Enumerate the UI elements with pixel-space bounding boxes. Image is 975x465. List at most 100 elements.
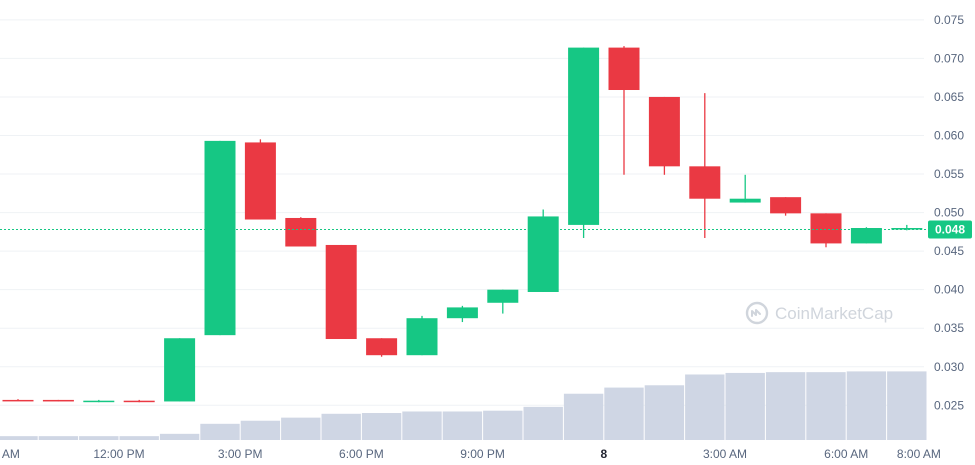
candle-body — [810, 213, 842, 244]
candle — [568, 47, 600, 239]
volume-bar — [765, 372, 806, 440]
candle-body — [42, 399, 74, 402]
y-tick-label: 0.025 — [934, 398, 964, 412]
y-tick-label: 0.075 — [934, 13, 964, 27]
y-tick-label: 0.060 — [934, 128, 964, 142]
coinmarketcap-logo-icon — [745, 301, 769, 325]
volume-bar — [119, 436, 159, 440]
candle-body — [689, 166, 721, 199]
current-price-label: 0.048 — [935, 223, 965, 237]
volume-bar — [685, 374, 725, 440]
candle — [123, 399, 155, 403]
candle — [891, 224, 923, 231]
candle-body — [164, 338, 196, 402]
candle — [83, 399, 115, 403]
candle-body — [204, 140, 236, 336]
candle-body — [648, 96, 680, 167]
volume-bar — [159, 433, 200, 440]
candle-body — [83, 400, 115, 403]
candle — [689, 93, 721, 239]
candle-body — [487, 289, 519, 303]
candle — [487, 289, 519, 314]
candle — [164, 338, 196, 402]
volume-bar — [321, 413, 361, 440]
current-price-tag-bg — [928, 220, 972, 239]
candle-body — [527, 216, 559, 292]
candle — [770, 197, 802, 216]
candle — [204, 140, 236, 336]
volume-bar — [79, 436, 119, 440]
x-tick-label: 6:00 AM — [824, 447, 868, 461]
candle-body — [891, 228, 923, 230]
x-tick-label: 3:00 AM — [703, 447, 747, 461]
x-tick-label: 9:00 PM — [460, 447, 505, 461]
x-tick-label: 8 — [600, 447, 607, 461]
candle-body — [446, 307, 478, 319]
x-tick-label: 6:00 PM — [339, 447, 384, 461]
x-tick-label: 8:00 AM — [897, 447, 941, 461]
candle-body — [285, 217, 317, 247]
candle-body — [244, 142, 276, 220]
candle — [406, 315, 438, 356]
candle-body — [608, 47, 640, 91]
volume-bar — [563, 393, 604, 440]
watermark: CoinMarketCap — [745, 301, 893, 325]
volume-bar — [402, 411, 442, 440]
candle-body — [406, 318, 438, 356]
candle — [42, 399, 74, 402]
candles — [2, 46, 923, 403]
candle-body — [770, 197, 802, 214]
x-axis: 0:00 AM 12:00 PM 3:00 PM 6:00 PM 9:00 PM 8 3:0… — [0, 447, 941, 461]
candle — [2, 399, 34, 402]
x-tick-label: 12:00 PM — [93, 447, 144, 461]
candle-body — [568, 47, 600, 225]
volume-bar — [240, 420, 281, 440]
y-tick-label: 0.030 — [934, 360, 964, 374]
candle-body — [850, 228, 882, 244]
volume-bar — [887, 371, 927, 440]
volume-bar — [725, 372, 765, 440]
volume-bar — [200, 423, 240, 440]
y-tick-label: 0.070 — [934, 51, 964, 65]
candle-body — [366, 338, 398, 356]
volume-bar — [361, 413, 402, 440]
current-price-tag: 0.048 — [928, 220, 972, 239]
candle — [244, 139, 276, 220]
volume-bar — [806, 372, 846, 440]
volume-bar — [644, 385, 685, 440]
y-tick-label: 0.045 — [934, 244, 964, 258]
candle — [446, 305, 478, 323]
candle-body — [729, 198, 761, 203]
x-tick-label: 3:00 PM — [218, 447, 263, 461]
volume-bar — [38, 436, 79, 440]
volume-bar — [846, 371, 887, 440]
grid-lines — [0, 19, 924, 406]
candle-body — [325, 244, 357, 340]
y-tick-label: 0.065 — [934, 90, 964, 104]
y-tick-label: 0.040 — [934, 283, 964, 297]
x-tick-label: 0:00 AM — [0, 447, 20, 461]
candle-body — [2, 399, 34, 402]
candle — [366, 338, 398, 357]
candle — [850, 227, 882, 244]
candle-body — [123, 400, 155, 403]
candle — [325, 244, 357, 340]
candle — [810, 213, 842, 248]
volume-bars — [0, 371, 927, 440]
candle — [285, 217, 317, 247]
volume-bar — [604, 387, 644, 440]
watermark-text: CoinMarketCap — [775, 304, 893, 323]
y-tick-label: 0.050 — [934, 206, 964, 220]
candle — [648, 96, 680, 175]
candle — [729, 174, 761, 203]
volume-bar — [523, 406, 563, 440]
candle — [608, 46, 640, 175]
volume-bar — [0, 436, 38, 440]
volume-bar — [281, 417, 321, 440]
y-tick-label: 0.035 — [934, 321, 964, 335]
volume-bar — [483, 410, 523, 440]
volume-bar — [442, 411, 483, 440]
candle — [527, 209, 559, 292]
y-tick-label: 0.055 — [934, 167, 964, 181]
